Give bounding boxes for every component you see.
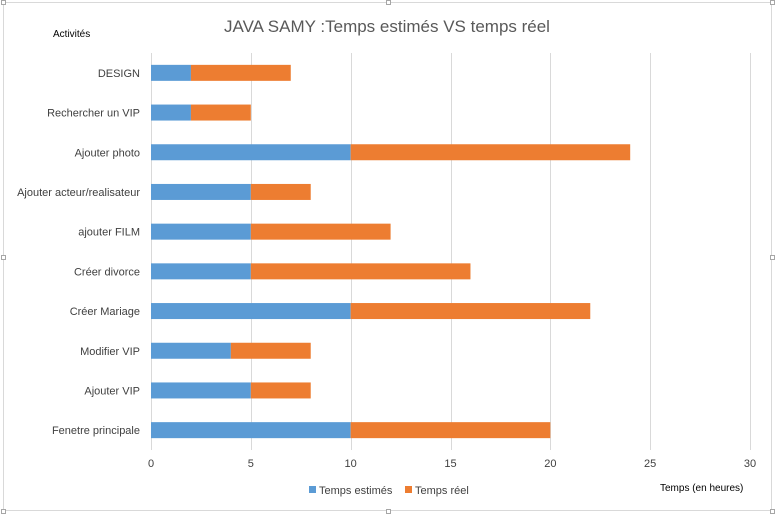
- bar-temps-reel[interactable]: [250, 263, 471, 280]
- x-tick-label: 30: [744, 458, 756, 470]
- resize-handle-top[interactable]: [386, 0, 391, 5]
- category-label: DESIGN: [98, 68, 140, 80]
- legend-label: Temps estimés: [319, 485, 393, 497]
- bar-temps-reel[interactable]: [250, 223, 391, 240]
- resize-handle-right[interactable]: [770, 255, 775, 260]
- gridlines: [151, 53, 751, 450]
- x-tick-label: 25: [644, 458, 656, 470]
- bar-temps-estimes[interactable]: [151, 183, 251, 200]
- resize-handle-bottom-left[interactable]: [1, 509, 6, 514]
- bar-temps-reel[interactable]: [350, 422, 551, 439]
- chart-title: JAVA SAMY :Temps estimés VS temps réel: [224, 17, 550, 36]
- bar-temps-reel[interactable]: [190, 64, 291, 81]
- resize-handle-top-right[interactable]: [770, 0, 775, 5]
- legend-swatch: [309, 486, 316, 493]
- bar-temps-reel[interactable]: [250, 183, 311, 200]
- bar-temps-estimes[interactable]: [151, 144, 351, 161]
- category-label: Modifier VIP: [80, 346, 140, 358]
- bar-temps-estimes[interactable]: [151, 422, 351, 439]
- bar-temps-estimes[interactable]: [151, 303, 351, 320]
- bars: [151, 64, 631, 439]
- bar-temps-estimes[interactable]: [151, 342, 231, 359]
- category-label: Ajouter photo: [75, 147, 140, 159]
- legend-swatch: [405, 486, 412, 493]
- resize-handle-left[interactable]: [1, 255, 6, 260]
- bar-temps-estimes[interactable]: [151, 223, 251, 240]
- resize-handle-top-left[interactable]: [1, 0, 6, 5]
- resize-handle-bottom-right[interactable]: [770, 509, 775, 514]
- bar-temps-estimes[interactable]: [151, 382, 251, 399]
- legend-label: Temps réel: [415, 485, 469, 497]
- bar-temps-reel[interactable]: [350, 303, 591, 320]
- bar-temps-reel[interactable]: [190, 104, 251, 121]
- category-labels: DESIGN Rechercher un VIP Ajouter photo Ajou…: [17, 68, 140, 437]
- x-tick-label: 10: [345, 458, 357, 470]
- bar-temps-reel[interactable]: [250, 382, 311, 399]
- bar-temps-estimes[interactable]: [151, 64, 191, 81]
- x-tick-labels: 0 5 10 15 20 25 30: [148, 458, 756, 470]
- category-label: ajouter FILM: [78, 227, 140, 239]
- category-label: Créer Mariage: [70, 306, 140, 318]
- category-label: Fenetre principale: [52, 425, 140, 437]
- category-label: Créer divorce: [74, 266, 140, 278]
- x-axis-title: Temps (en heures): [660, 483, 743, 494]
- bar-temps-estimes[interactable]: [151, 263, 251, 280]
- category-label: Ajouter acteur/realisateur: [17, 187, 140, 199]
- x-tick-label: 0: [148, 458, 154, 470]
- category-label: Rechercher un VIP: [47, 108, 140, 120]
- category-label: Ajouter VIP: [84, 385, 140, 397]
- legend[interactable]: Temps estimés Temps réel: [309, 485, 469, 497]
- bar-temps-estimes[interactable]: [151, 104, 191, 121]
- x-tick-label: 5: [248, 458, 254, 470]
- x-tick-label: 15: [444, 458, 456, 470]
- resize-handle-bottom[interactable]: [386, 509, 391, 514]
- x-tick-label: 20: [544, 458, 556, 470]
- bar-temps-reel[interactable]: [230, 342, 311, 359]
- bar-temps-reel[interactable]: [350, 144, 631, 161]
- y-axis-title: Activités: [53, 29, 90, 40]
